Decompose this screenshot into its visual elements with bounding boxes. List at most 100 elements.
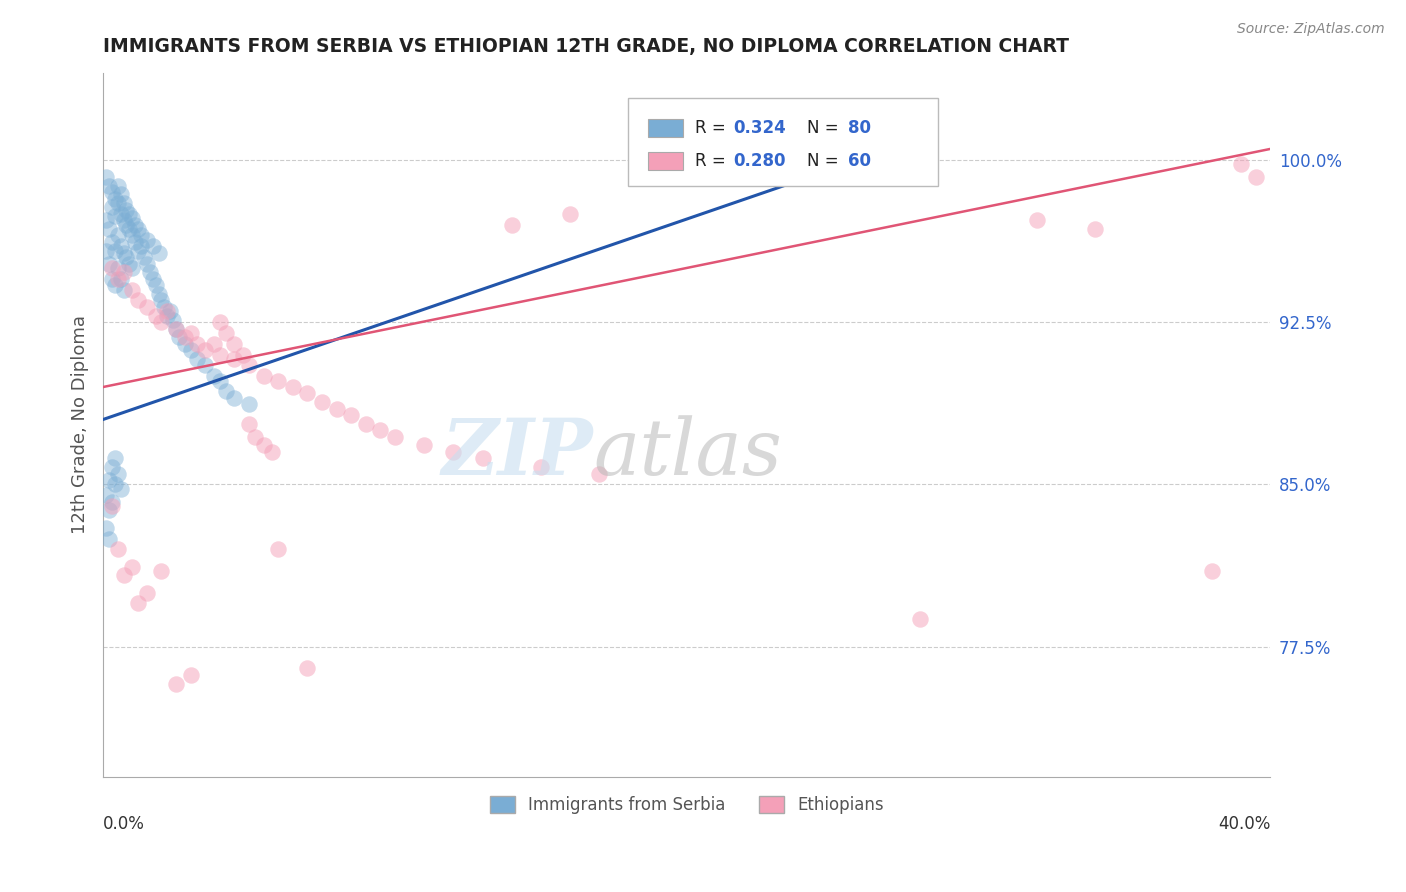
Point [121,228,143,243]
Point [297,386,319,401]
Point [104,451,127,466]
Text: Source: ZipAtlas.com: Source: ZipAtlas.com [1237,22,1385,37]
Point [501,218,523,232]
Point [253,438,276,452]
Point [98,473,121,487]
Point [153,300,176,314]
Point [107,228,129,243]
Point [127,244,149,258]
Point [173,330,195,344]
Point [107,542,129,557]
Point [1026,213,1049,227]
Point [98,503,121,517]
Legend: Immigrants from Serbia, Ethiopians: Immigrants from Serbia, Ethiopians [484,789,890,821]
Point [224,391,246,405]
Point [880,161,903,176]
Point [121,559,143,574]
Point [98,532,121,546]
Text: 0.0%: 0.0% [103,815,145,833]
Point [110,207,132,221]
Point [238,397,260,411]
Point [340,408,363,422]
Point [262,445,284,459]
Point [101,260,124,275]
Point [112,568,135,582]
Point [167,330,190,344]
Point [558,207,581,221]
Point [821,169,844,184]
Point [1230,157,1253,171]
Point [101,499,124,513]
Point [202,336,225,351]
Text: ZIP: ZIP [441,415,593,491]
Point [267,542,290,557]
Point [1244,169,1267,184]
Point [112,283,135,297]
Point [148,245,170,260]
Point [101,200,124,214]
Point [104,244,127,258]
Text: 40.0%: 40.0% [1218,815,1271,833]
Point [101,494,124,508]
Text: IMMIGRANTS FROM SERBIA VS ETHIOPIAN 12TH GRADE, NO DIPLOMA CORRELATION CHART: IMMIGRANTS FROM SERBIA VS ETHIOPIAN 12TH… [103,37,1069,56]
Point [115,202,138,217]
Text: R =: R = [695,152,731,170]
Point [159,304,181,318]
FancyBboxPatch shape [648,119,683,137]
Point [112,245,135,260]
Point [104,192,127,206]
Point [202,369,225,384]
Point [107,178,129,193]
Point [208,315,231,329]
Point [232,347,254,361]
Point [101,235,124,249]
Point [118,222,141,236]
Point [471,451,494,466]
Point [354,417,377,431]
Point [107,467,129,481]
Point [165,321,187,335]
Point [142,239,165,253]
FancyBboxPatch shape [628,98,938,186]
Point [1084,222,1107,236]
Point [115,218,138,232]
Point [98,257,121,271]
Point [215,384,238,399]
Point [413,438,436,452]
Point [101,185,124,199]
Point [94,169,117,184]
Point [107,272,129,286]
Point [311,395,333,409]
Point [110,482,132,496]
Point [135,585,157,599]
Point [94,213,117,227]
Point [150,564,173,578]
Text: atlas: atlas [593,415,782,491]
Point [148,287,170,301]
Point [139,265,162,279]
Point [910,612,932,626]
Point [165,676,187,690]
Point [129,239,152,253]
Point [94,488,117,502]
Text: N =: N = [807,119,844,137]
Point [243,430,266,444]
Text: 0.324: 0.324 [734,119,786,137]
Point [127,293,149,308]
Point [238,359,260,373]
Point [281,380,304,394]
Point [156,309,179,323]
Point [180,343,202,358]
Point [124,235,146,249]
Point [1201,564,1223,578]
Point [101,272,124,286]
Point [129,228,152,243]
Point [325,401,347,416]
Point [441,445,464,459]
Point [253,369,276,384]
Point [224,351,246,366]
Point [110,187,132,202]
Point [150,315,173,329]
Point [127,597,149,611]
Text: 0.280: 0.280 [734,152,786,170]
